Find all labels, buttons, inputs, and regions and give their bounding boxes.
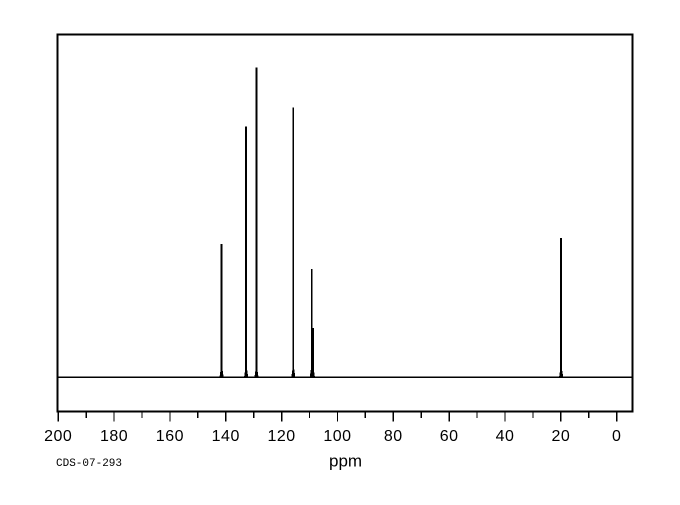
nmr-peak	[310, 327, 316, 379]
nmr-peak	[219, 244, 224, 379]
x-axis-tick-label: 200	[44, 428, 72, 445]
x-axis-tick-label: 140	[212, 428, 240, 445]
plot-border	[56, 33, 634, 413]
x-axis-tick-label: 160	[156, 428, 184, 445]
x-axis-tick-label: 120	[267, 428, 295, 445]
nmr-peak	[254, 67, 259, 379]
x-axis-label: ppm	[329, 452, 362, 471]
plot-frame	[56, 33, 634, 413]
nmr-peak	[558, 237, 564, 379]
sample-id-label: CDS-07-293	[56, 458, 122, 470]
x-axis-tick-labels: 200 180 160 140 120 100 80 60 40 20 0	[44, 428, 621, 445]
x-axis-tick-label: 40	[496, 428, 515, 445]
spectrum-peaks	[219, 67, 564, 379]
nmr-peak	[309, 268, 314, 379]
nmr-peak	[291, 107, 296, 379]
x-axis-tick-label: 20	[551, 428, 570, 445]
x-axis-tick-label: 0	[612, 428, 621, 445]
x-axis-tick-label: 60	[440, 428, 459, 445]
nmr-peak	[243, 126, 249, 379]
x-axis-ticks	[57, 412, 618, 422]
x-axis-tick-label: 100	[323, 428, 351, 445]
x-axis-tick-label: 80	[384, 428, 403, 445]
x-axis-tick-label: 180	[100, 428, 128, 445]
